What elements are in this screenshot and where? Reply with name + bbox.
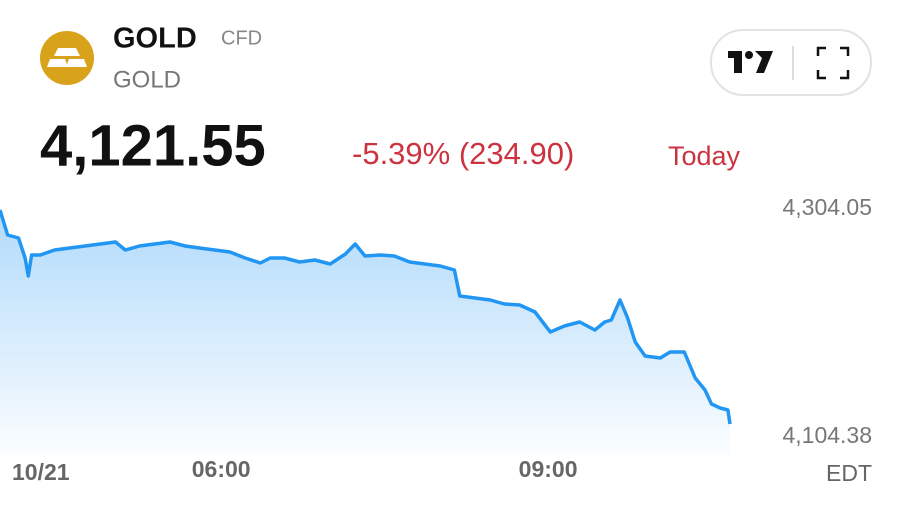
tradingview-button[interactable] [728, 51, 773, 73]
price: 4,121.55 [40, 113, 266, 178]
period: Today [668, 141, 741, 171]
date-label: 10/21 [12, 459, 70, 485]
x-tick-label: 09:00 [519, 456, 578, 482]
price-line [0, 209, 732, 425]
symbol: GOLD [113, 23, 197, 55]
x-tick-label: 06:00 [192, 456, 251, 482]
y-tick-label: 4,104.38 [782, 422, 872, 448]
area-fill [0, 210, 731, 455]
toolbar [710, 29, 872, 96]
y-tick-label: 4,304.05 [782, 194, 872, 220]
logo [40, 31, 94, 85]
x-unit: EDT [826, 460, 872, 486]
fullscreen-button[interactable] [816, 46, 850, 80]
instrument-name: GOLD [113, 66, 181, 93]
price-change: -5.39% (234.90) [352, 136, 574, 171]
instrument-kind: CFD [221, 27, 262, 49]
